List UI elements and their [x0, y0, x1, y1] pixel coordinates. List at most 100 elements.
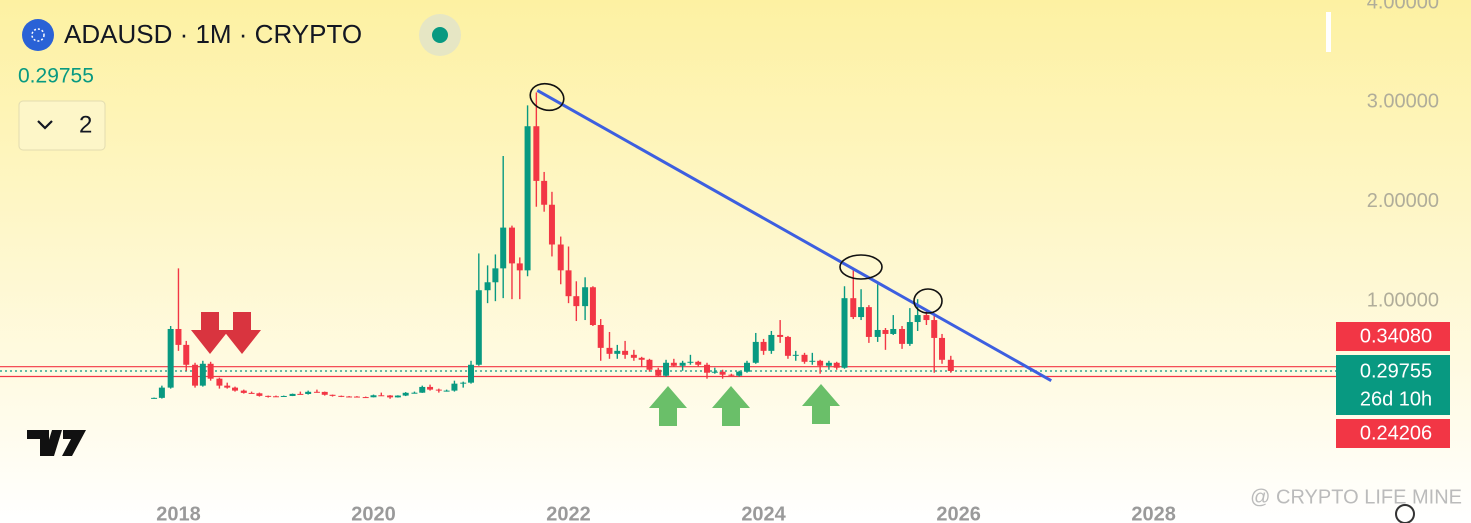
candle-body — [906, 322, 913, 344]
y-tick-label: 4.00000 — [1367, 0, 1439, 13]
chart-title: ADAUSD · 1M · CRYPTO — [64, 19, 362, 49]
candle-body — [435, 389, 442, 391]
candle-body — [484, 282, 491, 291]
candle-body — [858, 307, 865, 318]
candle-body — [914, 315, 921, 323]
candle-body — [265, 395, 272, 397]
candle-body — [167, 328, 174, 388]
candle-body — [801, 354, 808, 362]
candle-body — [240, 390, 247, 393]
candle-body — [151, 397, 158, 399]
candle-body — [508, 227, 515, 264]
candle-body — [931, 320, 938, 338]
candle-body — [760, 341, 767, 351]
price-tag-label: 0.24206 — [1360, 422, 1432, 444]
candle-body — [524, 126, 531, 271]
price-tag — [1336, 355, 1450, 415]
candle-body — [817, 360, 824, 366]
candle-body — [313, 391, 320, 393]
candle-body — [557, 244, 564, 271]
y-tick-label: 1.00000 — [1367, 289, 1439, 311]
candle-body — [655, 369, 662, 376]
up-arrow — [802, 384, 840, 424]
candle-body — [841, 298, 848, 368]
candle-body — [394, 395, 401, 398]
candle-body — [825, 362, 832, 366]
x-tick-label: 2028 — [1131, 503, 1176, 523]
candle-body — [451, 383, 458, 391]
candle-body — [792, 354, 799, 356]
y-tick-label: 2.00000 — [1367, 190, 1439, 212]
x-tick-label: 2018 — [156, 503, 201, 523]
candle-body — [475, 290, 482, 365]
candle-body — [216, 378, 223, 386]
candle-body — [402, 392, 409, 396]
candle-body — [850, 298, 857, 318]
candle-body — [947, 359, 954, 371]
candle-body — [923, 315, 930, 321]
candle-body — [387, 395, 394, 398]
candle-body — [622, 350, 629, 355]
scale-handle — [1326, 12, 1331, 52]
candle-body — [890, 328, 897, 334]
x-tick-label: 2024 — [741, 503, 786, 523]
candle-body — [460, 382, 467, 384]
candle-body — [419, 386, 426, 393]
price-tag-label: 0.34080 — [1360, 325, 1432, 347]
candle-body — [500, 227, 507, 269]
candle-body — [248, 392, 255, 394]
candle-body — [573, 296, 580, 307]
candle-body — [192, 364, 199, 386]
candle-body — [663, 362, 670, 376]
candle-body — [597, 325, 604, 348]
price-tag-label: 0.29755 — [1360, 360, 1432, 382]
indicator-toggle[interactable] — [18, 100, 106, 151]
price-tag — [1336, 419, 1450, 448]
candle-body — [362, 397, 369, 399]
candle-body — [777, 334, 784, 337]
candle-body — [646, 359, 653, 370]
down-arrows — [191, 312, 261, 354]
candle-body — [768, 334, 775, 351]
candle-body — [882, 329, 889, 334]
y-tick-label: 3.00000 — [1367, 91, 1439, 113]
candle-body — [865, 307, 872, 337]
ellipse — [913, 288, 943, 314]
candle-body — [224, 385, 231, 388]
candle-body — [695, 361, 702, 365]
coin-logo — [22, 19, 54, 51]
candle-body — [670, 362, 677, 366]
candle-body — [443, 390, 450, 392]
candle-body — [492, 268, 499, 283]
settings-icon[interactable] — [1395, 504, 1415, 523]
ellipse — [529, 82, 565, 112]
x-tick-label: 2022 — [546, 503, 591, 523]
candle-body — [711, 371, 718, 373]
chevron — [37, 120, 53, 130]
candle-body — [809, 360, 816, 362]
candle-body — [411, 392, 418, 394]
status-dot — [432, 27, 448, 43]
candle-body — [321, 391, 328, 395]
candle-body — [784, 336, 791, 356]
candle-body — [704, 364, 711, 373]
down-arrow — [191, 312, 229, 354]
candle-body — [272, 396, 279, 398]
candle-body — [541, 180, 548, 205]
candle-body — [565, 270, 572, 297]
candle-body — [874, 329, 881, 337]
up-arrows — [649, 384, 840, 426]
candle-body — [353, 396, 360, 398]
candle-body — [589, 287, 596, 326]
candle-body — [378, 395, 385, 397]
plot-area: 1.00000 2.00000 3.00000 4.00000 2018 2020 2022… — [0, 0, 1439, 523]
up-arrow — [649, 386, 687, 426]
candle-body — [614, 350, 621, 354]
ellipse — [839, 254, 883, 280]
candle-body — [280, 395, 287, 397]
candle-body — [516, 263, 523, 271]
coin-logo-mark — [31, 28, 45, 42]
countdown: 26d 10h — [1360, 388, 1432, 410]
